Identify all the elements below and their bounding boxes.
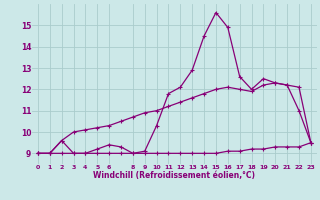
- X-axis label: Windchill (Refroidissement éolien,°C): Windchill (Refroidissement éolien,°C): [93, 171, 255, 180]
